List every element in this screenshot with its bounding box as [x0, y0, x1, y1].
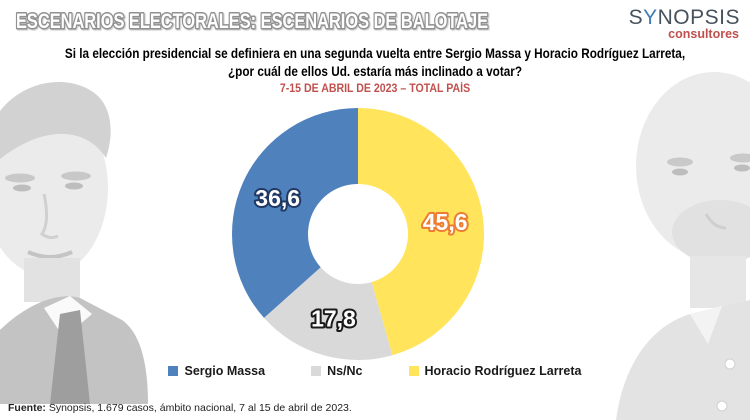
sergio-massa-portrait-illustration	[0, 82, 148, 404]
source-note: Fuente: Synopsis, 1.679 casos, ámbito na…	[8, 402, 352, 414]
synopsis-logo-wordmark: SYNOPSIS	[628, 6, 740, 29]
legend-label: Sergio Massa	[184, 364, 266, 378]
logo-letters-rest: NOPSIS	[657, 6, 740, 29]
source-note-text: Synopsis, 1.679 casos, ámbito nacional, …	[45, 402, 352, 414]
slice-value-horacio-rodr-guez-larreta: 45,6	[423, 209, 468, 235]
legend-swatch-sergio-massa	[168, 366, 179, 376]
slice-ns-nc	[264, 267, 393, 360]
synopsis-logo: SYNOPSIS consultores	[628, 6, 740, 42]
legend-item-sergio-massa: Sergio Massa	[168, 364, 265, 378]
question-line-1: Si la elección presidencial se definiera…	[64, 45, 686, 61]
logo-letter-s: S	[628, 6, 644, 29]
legend-swatch-ns-nc	[311, 366, 322, 376]
slice-sergio-massa	[231, 108, 358, 318]
legend-item-ns-nc: Ns/Nc	[311, 364, 363, 378]
source-note-prefix: Fuente:	[8, 402, 46, 414]
larreta-portrait-illustration	[616, 72, 750, 420]
page-title-text: ESCENARIOS ELECTORALES: ESCENARIOS DE BA…	[16, 10, 488, 33]
chart-legend: Sergio Massa Ns/Nc Horacio Rodríguez Larre…	[0, 364, 750, 378]
legend-swatch-horacio-rodr-guez-larreta	[408, 366, 419, 376]
legend-label: Horacio Rodríguez Larreta	[424, 364, 582, 378]
legend-label: Ns/Nc	[327, 364, 363, 378]
slice-horacio-rodr-guez-larreta	[358, 108, 485, 356]
logo-letter-y: Y	[643, 6, 658, 29]
sergio-massa-photo	[0, 66, 148, 404]
question-line-2: ¿por cuál de ellos Ud. estaría más incli…	[227, 63, 523, 79]
survey-period-subtitle: 7-15 DE ABRIL DE 2023 – TOTAL PAÍS	[279, 83, 471, 95]
question-block: Si la elección presidencial se definiera…	[0, 44, 750, 95]
larreta-photo	[610, 64, 750, 420]
legend-item-horacio-rodr-guez-larreta: Horacio Rodríguez Larreta	[408, 364, 582, 378]
donut-chart: 45,6 17,8 36,6	[231, 108, 485, 360]
slice-value-ns-nc: 17,8	[311, 306, 356, 332]
synopsis-logo-subtitle: consultores	[668, 27, 739, 42]
page-title: ESCENARIOS ELECTORALES: ESCENARIOS DE BA…	[15, 9, 490, 35]
slice-value-sergio-massa: 36,6	[255, 185, 300, 211]
